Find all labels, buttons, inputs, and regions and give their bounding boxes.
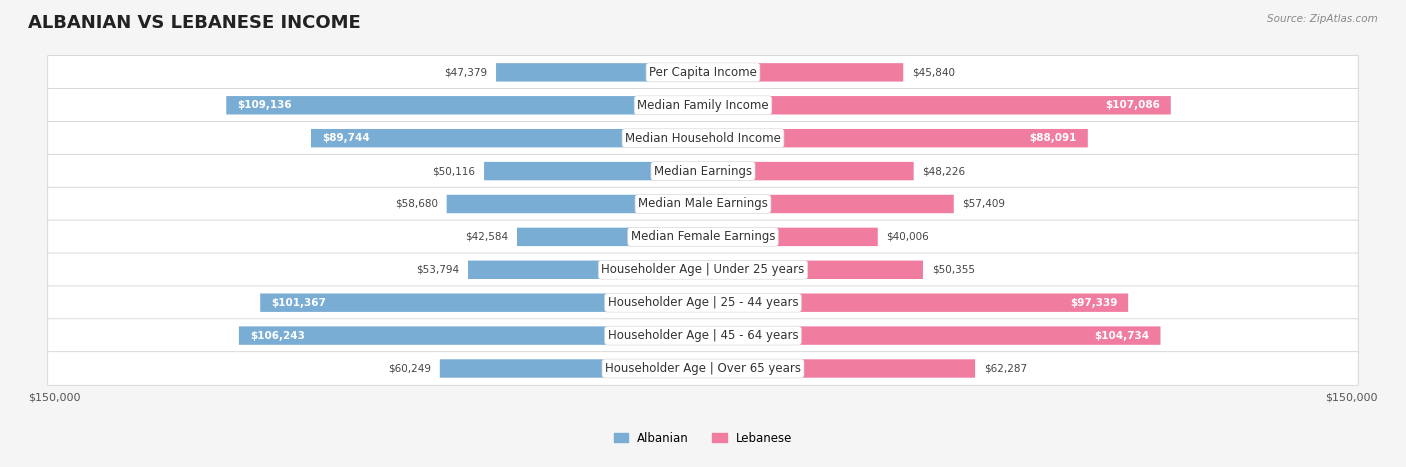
FancyBboxPatch shape xyxy=(703,293,1128,312)
Text: Householder Age | Over 65 years: Householder Age | Over 65 years xyxy=(605,362,801,375)
Text: Median Female Earnings: Median Female Earnings xyxy=(631,230,775,243)
FancyBboxPatch shape xyxy=(703,326,1160,345)
FancyBboxPatch shape xyxy=(48,352,1358,385)
Text: $150,000: $150,000 xyxy=(28,392,80,402)
Text: $47,379: $47,379 xyxy=(444,67,488,78)
Text: Householder Age | Under 25 years: Householder Age | Under 25 years xyxy=(602,263,804,276)
Text: $40,006: $40,006 xyxy=(887,232,929,242)
Text: $42,584: $42,584 xyxy=(465,232,508,242)
FancyBboxPatch shape xyxy=(48,154,1358,188)
FancyBboxPatch shape xyxy=(311,129,703,148)
Text: $107,086: $107,086 xyxy=(1105,100,1160,110)
FancyBboxPatch shape xyxy=(703,228,877,246)
Text: $104,734: $104,734 xyxy=(1094,331,1150,340)
Text: $60,249: $60,249 xyxy=(388,363,432,374)
FancyBboxPatch shape xyxy=(48,319,1358,353)
Text: $101,367: $101,367 xyxy=(271,297,326,308)
Text: Householder Age | 45 - 64 years: Householder Age | 45 - 64 years xyxy=(607,329,799,342)
Text: $57,409: $57,409 xyxy=(963,199,1005,209)
FancyBboxPatch shape xyxy=(447,195,703,213)
Text: Median Earnings: Median Earnings xyxy=(654,164,752,177)
Text: $53,794: $53,794 xyxy=(416,265,460,275)
Text: $88,091: $88,091 xyxy=(1029,133,1077,143)
Text: $150,000: $150,000 xyxy=(1326,392,1378,402)
Text: $62,287: $62,287 xyxy=(984,363,1026,374)
FancyBboxPatch shape xyxy=(48,88,1358,122)
FancyBboxPatch shape xyxy=(703,195,953,213)
FancyBboxPatch shape xyxy=(260,293,703,312)
FancyBboxPatch shape xyxy=(48,187,1358,221)
FancyBboxPatch shape xyxy=(703,129,1088,148)
Text: $106,243: $106,243 xyxy=(250,331,305,340)
FancyBboxPatch shape xyxy=(703,359,976,378)
Text: $89,744: $89,744 xyxy=(322,133,370,143)
FancyBboxPatch shape xyxy=(468,261,703,279)
FancyBboxPatch shape xyxy=(496,63,703,82)
Text: $97,339: $97,339 xyxy=(1070,297,1118,308)
Text: $50,116: $50,116 xyxy=(432,166,475,176)
Text: Per Capita Income: Per Capita Income xyxy=(650,66,756,79)
FancyBboxPatch shape xyxy=(703,96,1171,114)
Text: $45,840: $45,840 xyxy=(912,67,955,78)
FancyBboxPatch shape xyxy=(517,228,703,246)
Text: Median Male Earnings: Median Male Earnings xyxy=(638,198,768,211)
FancyBboxPatch shape xyxy=(703,63,903,82)
FancyBboxPatch shape xyxy=(226,96,703,114)
Text: $50,355: $50,355 xyxy=(932,265,974,275)
FancyBboxPatch shape xyxy=(48,220,1358,254)
Text: ALBANIAN VS LEBANESE INCOME: ALBANIAN VS LEBANESE INCOME xyxy=(28,14,361,32)
FancyBboxPatch shape xyxy=(48,253,1358,287)
FancyBboxPatch shape xyxy=(484,162,703,180)
FancyBboxPatch shape xyxy=(703,162,914,180)
Text: $109,136: $109,136 xyxy=(238,100,292,110)
FancyBboxPatch shape xyxy=(48,56,1358,89)
FancyBboxPatch shape xyxy=(48,286,1358,319)
Text: Median Household Income: Median Household Income xyxy=(626,132,780,145)
Text: $58,680: $58,680 xyxy=(395,199,437,209)
Text: Source: ZipAtlas.com: Source: ZipAtlas.com xyxy=(1267,14,1378,24)
FancyBboxPatch shape xyxy=(703,261,922,279)
FancyBboxPatch shape xyxy=(239,326,703,345)
Text: Householder Age | 25 - 44 years: Householder Age | 25 - 44 years xyxy=(607,296,799,309)
Text: $48,226: $48,226 xyxy=(922,166,966,176)
FancyBboxPatch shape xyxy=(48,121,1358,155)
FancyBboxPatch shape xyxy=(440,359,703,378)
Legend: Albanian, Lebanese: Albanian, Lebanese xyxy=(609,427,797,449)
Text: Median Family Income: Median Family Income xyxy=(637,99,769,112)
